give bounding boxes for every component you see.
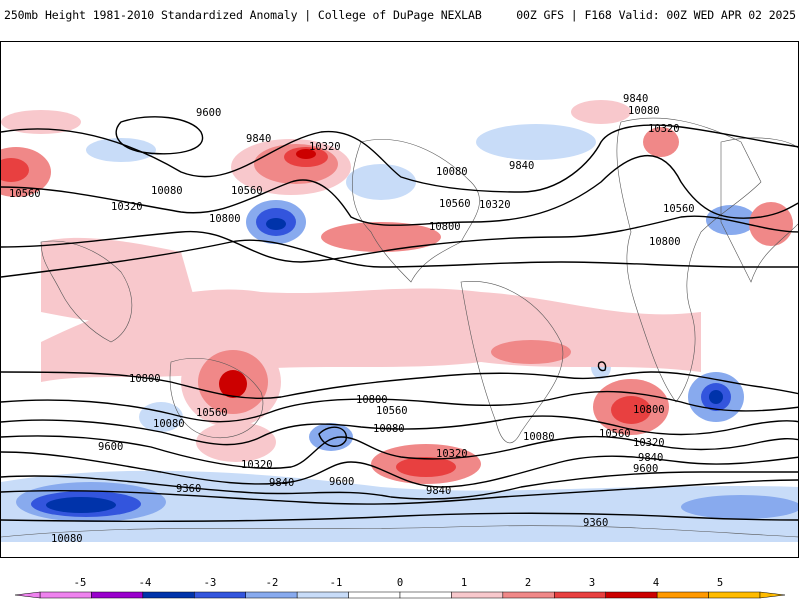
map-svg: 9600 9840 10320 10560 10080 10320 10560 …: [1, 93, 798, 545]
colorbar-tick: -4: [139, 577, 152, 589]
contour-label: 9840: [246, 133, 271, 145]
contour-label: 10320: [479, 199, 511, 211]
colorbar: -5 -4 -3 -2 -1 0 1 2 3 4 5: [0, 560, 800, 600]
contour-label: 10560: [663, 203, 695, 215]
colorbar-tick: 5: [717, 577, 723, 589]
contour-label: 9840: [509, 160, 534, 172]
contour-label: 10560: [599, 428, 631, 440]
colorbar-swatch: [502, 591, 555, 599]
colorbar-swatch: [554, 591, 606, 599]
contour-labels: 9600 9840 10320 10560 10080 10320 10560 …: [9, 93, 695, 545]
contour-label: 10800: [429, 221, 461, 233]
contour-label: 9600: [196, 107, 221, 119]
colorbar-swatch: [91, 591, 144, 599]
colorbar-swatch: [142, 591, 195, 599]
contour-label: 10800: [129, 373, 161, 385]
contour-label: 10080: [51, 533, 83, 545]
contour-label: 10320: [241, 459, 273, 471]
contour-label: 10560: [231, 185, 263, 197]
colorbar-ticks: -5 -4 -3 -2 -1 0 1 2 3 4 5: [74, 577, 723, 589]
contour-label: 10080: [436, 166, 468, 178]
colorbar-swatch: [708, 591, 761, 599]
contour-label: 10320: [633, 437, 665, 449]
contour-label: 9840: [638, 452, 663, 464]
colorbar-swatch: [194, 591, 246, 599]
contour-label: 10320: [648, 123, 680, 135]
contour-label: 9360: [176, 483, 201, 495]
colorbar-swatch: [348, 591, 401, 599]
colorbar-swatch: [451, 591, 504, 599]
contour-label: 10320: [111, 201, 143, 213]
colorbar-max-arrow: [759, 591, 786, 599]
contour-label: 10560: [9, 188, 41, 200]
colorbar-tick: -2: [266, 577, 279, 589]
header: 250mb Height 1981-2010 Standardized Anom…: [0, 0, 800, 30]
contour-label: 9840: [269, 477, 294, 489]
colorbar-min-arrow: [14, 591, 41, 599]
contour-label: 9600: [329, 476, 354, 488]
contour-label: 10080: [523, 431, 555, 443]
contour-label: 10560: [439, 198, 471, 210]
contour-label: 9840: [426, 485, 451, 497]
colorbar-tick: 0: [397, 577, 403, 589]
colorbar-tick: 2: [525, 577, 531, 589]
contour-label: 9600: [633, 463, 658, 475]
colorbar-swatches: [14, 591, 786, 599]
colorbar-swatch: [605, 591, 658, 599]
contour-label: 10800: [209, 213, 241, 225]
map-title: 250mb Height 1981-2010 Standardized Anom…: [4, 8, 482, 22]
colorbar-tick: -1: [330, 577, 343, 589]
contour-label: 10080: [628, 105, 660, 117]
contour-label: 9840: [623, 93, 648, 105]
colorbar-swatch: [656, 591, 709, 599]
contour-label: 10320: [436, 448, 468, 460]
contour-label: 10800: [633, 404, 665, 416]
colorbar-tick: 1: [461, 577, 467, 589]
colorbar-swatch: [399, 591, 452, 599]
contour-label: 10080: [373, 423, 405, 435]
contour-label: 10560: [196, 407, 228, 419]
colorbar-tick: -5: [74, 577, 87, 589]
contour-label: 10320: [309, 141, 341, 153]
contour-label: 10080: [153, 418, 185, 430]
coastlines: [1, 117, 798, 538]
colorbar-swatch: [39, 591, 92, 599]
contour-label: 10560: [376, 405, 408, 417]
contour-label: 9360: [583, 517, 608, 529]
colorbar-svg: -5 -4 -3 -2 -1 0 1 2 3 4 5: [14, 577, 786, 599]
model-run-info: 00Z GFS | F168 Valid: 00Z WED APR 02 202…: [516, 8, 796, 22]
colorbar-swatch: [245, 591, 298, 599]
contour-label: 10080: [151, 185, 183, 197]
colorbar-swatch: [296, 591, 349, 599]
colorbar-tick: 4: [653, 577, 659, 589]
contour-label: 10800: [649, 236, 681, 248]
colorbar-tick: 3: [589, 577, 595, 589]
contour-label: 10800: [356, 394, 388, 406]
colorbar-tick: -3: [204, 577, 217, 589]
height-contours: [1, 116, 798, 522]
anomaly-map: 9600 9840 10320 10560 10080 10320 10560 …: [0, 41, 799, 558]
contour-label: 9600: [98, 441, 123, 453]
